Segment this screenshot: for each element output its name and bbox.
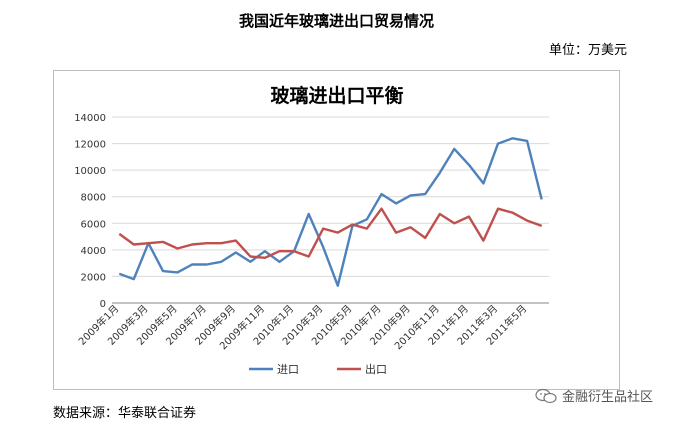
chart-title: 玻璃进出口平衡 — [270, 84, 403, 107]
wechat-icon — [535, 388, 557, 403]
watermark-text: 金融衍生品社区 — [561, 390, 653, 405]
y-tick-label: 14000 — [74, 113, 106, 124]
chart-frame: 玻璃进出口平衡 0 2000 4000 6000 8000 10000 12000 14000… — [53, 70, 620, 390]
series-line — [118, 137, 543, 287]
y-tick-label: 2000 — [81, 272, 106, 283]
y-tick-label: 8000 — [81, 193, 106, 204]
line-chart: 玻璃进出口平衡 0 2000 4000 6000 8000 10000 12000 14000… — [74, 84, 549, 376]
source-note: 数据来源：华泰联合证券 — [53, 406, 197, 421]
y-tick-label: 10000 — [74, 166, 106, 177]
page-title: 我国近年玻璃进出口贸易情况 — [238, 12, 434, 30]
legend-label: 进口 — [277, 363, 299, 376]
watermark: 金融衍生品社区 — [535, 386, 653, 405]
y-tick-label: 12000 — [74, 140, 106, 151]
y-tick-label: 0 — [100, 299, 106, 310]
unit-label: 单位：万美元 — [548, 43, 627, 58]
legend-label: 出口 — [365, 362, 387, 376]
y-tick-label: 4000 — [81, 246, 106, 257]
y-tick-label: 6000 — [81, 219, 106, 230]
series-line — [118, 207, 543, 260]
